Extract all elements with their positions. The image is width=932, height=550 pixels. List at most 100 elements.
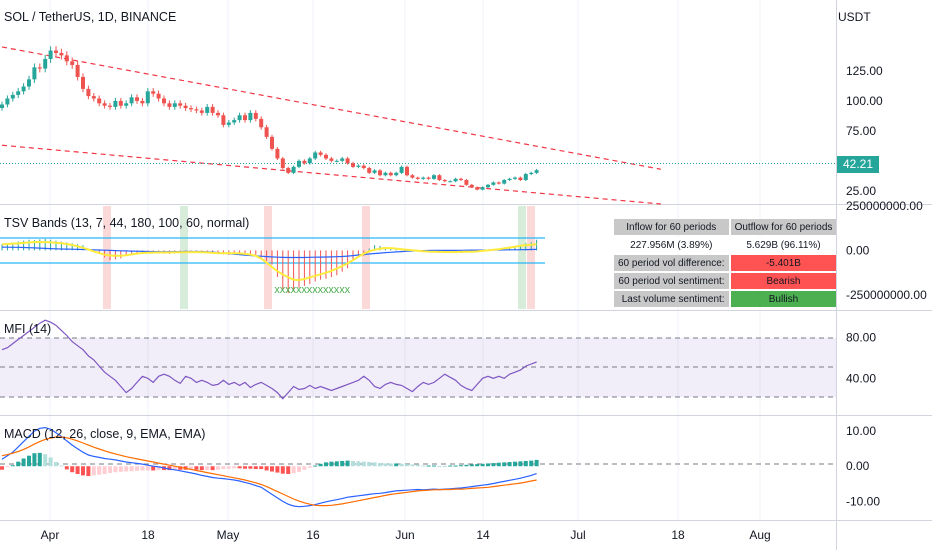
last-sentiment-label: Last volume sentiment: [614, 291, 729, 307]
candle-body [356, 165, 361, 167]
macd-hist-bar [459, 465, 463, 467]
price-tick-label: 25.00 [846, 184, 876, 198]
candle-body [426, 177, 431, 179]
macd-hist-bar [351, 460, 355, 467]
macd-tick-label: 10.00 [846, 424, 876, 438]
candle-body [129, 97, 134, 104]
macd-hist-bar [124, 466, 129, 472]
candle [237, 112, 242, 123]
candle [118, 97, 123, 109]
candle [97, 95, 102, 107]
candle [102, 100, 107, 109]
candle-body [97, 98, 102, 104]
outflow-value: 5.629B (96.11%) [730, 237, 837, 253]
macd-hist-bar [140, 466, 145, 471]
macd-hist-bar [394, 463, 399, 467]
candle [253, 110, 258, 122]
candle [464, 179, 469, 186]
candle [475, 186, 480, 191]
candle [453, 177, 458, 183]
candle-body [162, 98, 166, 104]
candle [189, 105, 193, 113]
candle-body [16, 91, 21, 95]
candle-body [194, 109, 199, 111]
macd-hist-bar [307, 466, 312, 468]
mfi-line [1, 319, 537, 400]
candle-body [156, 93, 161, 99]
candle [54, 46, 58, 58]
macd-hist-bar [291, 466, 296, 474]
candle [518, 176, 523, 182]
candle-body [118, 100, 123, 106]
candle [318, 150, 323, 157]
candle [437, 174, 442, 182]
candle [534, 168, 539, 175]
tsv-cross-marker: x [285, 284, 291, 296]
candle [129, 94, 134, 107]
macd-hist-bar [448, 465, 453, 467]
candle-body [318, 152, 323, 155]
macd-hist-bar [356, 461, 361, 467]
candle-body [226, 122, 231, 125]
tsv-cross-marker: x [328, 284, 334, 296]
macd-hist-bar [313, 465, 318, 467]
candle [48, 46, 53, 63]
macd-hist-bar [259, 466, 264, 470]
candle [329, 156, 334, 163]
macd-hist-bar [270, 466, 274, 472]
macd-hist-bar [97, 466, 102, 475]
macd-hist-bar [361, 461, 366, 467]
candle [162, 95, 166, 107]
candle-body [102, 103, 107, 106]
macd-hist-bar [5, 466, 10, 468]
candle [151, 88, 156, 97]
trendline-lower [1, 144, 661, 205]
time-tick-label: May [217, 528, 240, 542]
candle-body [199, 110, 204, 113]
macd-hist-bar [410, 464, 415, 467]
candle-body [64, 55, 69, 62]
macd-hist-bar [367, 462, 372, 467]
candle [232, 117, 237, 125]
candle-body [432, 175, 436, 179]
candle [16, 88, 21, 99]
candle [226, 120, 231, 128]
macd-hist-bar [442, 465, 447, 467]
macd-hist-bar [102, 466, 107, 474]
candle [286, 166, 291, 175]
candle-body [361, 165, 366, 169]
mfi-title: MFI (14) [4, 322, 52, 336]
candle [124, 100, 129, 109]
candle-body [523, 174, 528, 181]
candle-body [529, 172, 534, 175]
candle [459, 177, 463, 182]
candle [37, 63, 42, 73]
macd-hist-bar [383, 463, 388, 467]
tsv-cross-marker: x [280, 284, 286, 296]
macd-tick-label: 0.00 [846, 459, 870, 473]
macd-hist-bar [491, 463, 496, 467]
macd-hist-bar [21, 458, 26, 467]
candle [205, 104, 210, 116]
candle-body [334, 160, 339, 162]
candle [27, 75, 31, 90]
candle-body [518, 177, 523, 181]
macd-hist-bar [496, 462, 501, 467]
candle [496, 181, 501, 185]
macd-hist-bar [264, 466, 269, 471]
candle-body [248, 112, 253, 121]
candle [307, 156, 312, 165]
candle-body [54, 50, 58, 53]
candle-body [21, 86, 26, 92]
candle-body [221, 115, 226, 125]
candle [513, 176, 517, 180]
candle-body [410, 175, 415, 178]
signal-line [1, 436, 537, 507]
candle-body [351, 163, 355, 167]
candle [280, 156, 285, 170]
inflow-value: 227.956M (3.89%) [614, 237, 729, 253]
volume-info-table: Inflow for 60 periods Outflow for 60 per… [612, 217, 838, 309]
macd-hist-bar [432, 465, 436, 467]
macd-hist-bar [108, 466, 112, 473]
